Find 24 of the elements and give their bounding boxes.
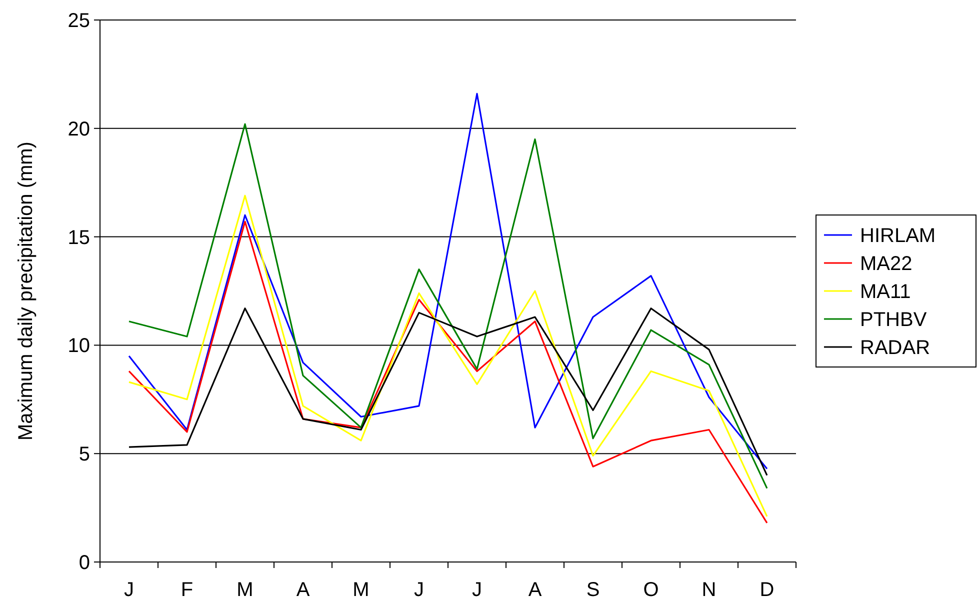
x-tick-label: S <box>586 579 600 601</box>
legend-label: MA22 <box>860 253 912 275</box>
y-axis-title: Maximum daily precipitation (mm) <box>15 142 37 440</box>
y-tick-label: 15 <box>68 226 90 249</box>
x-tick-label: J <box>472 579 482 601</box>
x-tick-label: J <box>124 579 134 601</box>
x-tick-label: D <box>760 579 774 601</box>
legend-label: PTHBV <box>860 309 928 331</box>
x-tick-label: F <box>180 579 194 601</box>
x-tick-label: J <box>414 579 424 601</box>
legend-label: HIRLAM <box>860 225 936 247</box>
x-tick-label: A <box>528 579 542 601</box>
x-tick-label: A <box>296 579 310 601</box>
x-tick-label: M <box>236 579 254 601</box>
y-tick-label: 0 <box>78 552 90 574</box>
y-tick-label: 20 <box>68 118 90 140</box>
x-tick-label: M <box>352 579 370 601</box>
legend-label: MA11 <box>860 281 911 303</box>
x-tick-label: N <box>702 579 716 601</box>
y-tick-label: 10 <box>68 335 90 358</box>
y-tick-label: 5 <box>78 444 90 466</box>
legend-label: RADAR <box>860 337 930 359</box>
x-tick-label: O <box>643 579 659 601</box>
y-tick-label: 25 <box>68 10 90 32</box>
